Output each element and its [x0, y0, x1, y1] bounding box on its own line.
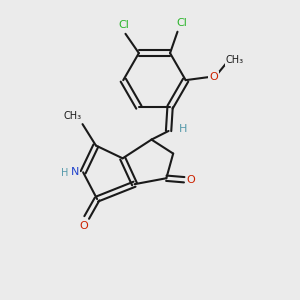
- Text: N: N: [70, 167, 79, 177]
- Text: O: O: [79, 221, 88, 231]
- Text: CH₃: CH₃: [226, 55, 244, 65]
- Text: O: O: [187, 175, 195, 185]
- Text: Cl: Cl: [176, 18, 188, 28]
- Text: O: O: [209, 72, 218, 82]
- Text: Cl: Cl: [118, 20, 129, 31]
- Text: H: H: [61, 168, 68, 178]
- Text: H: H: [179, 124, 187, 134]
- Text: CH₃: CH₃: [63, 111, 81, 121]
